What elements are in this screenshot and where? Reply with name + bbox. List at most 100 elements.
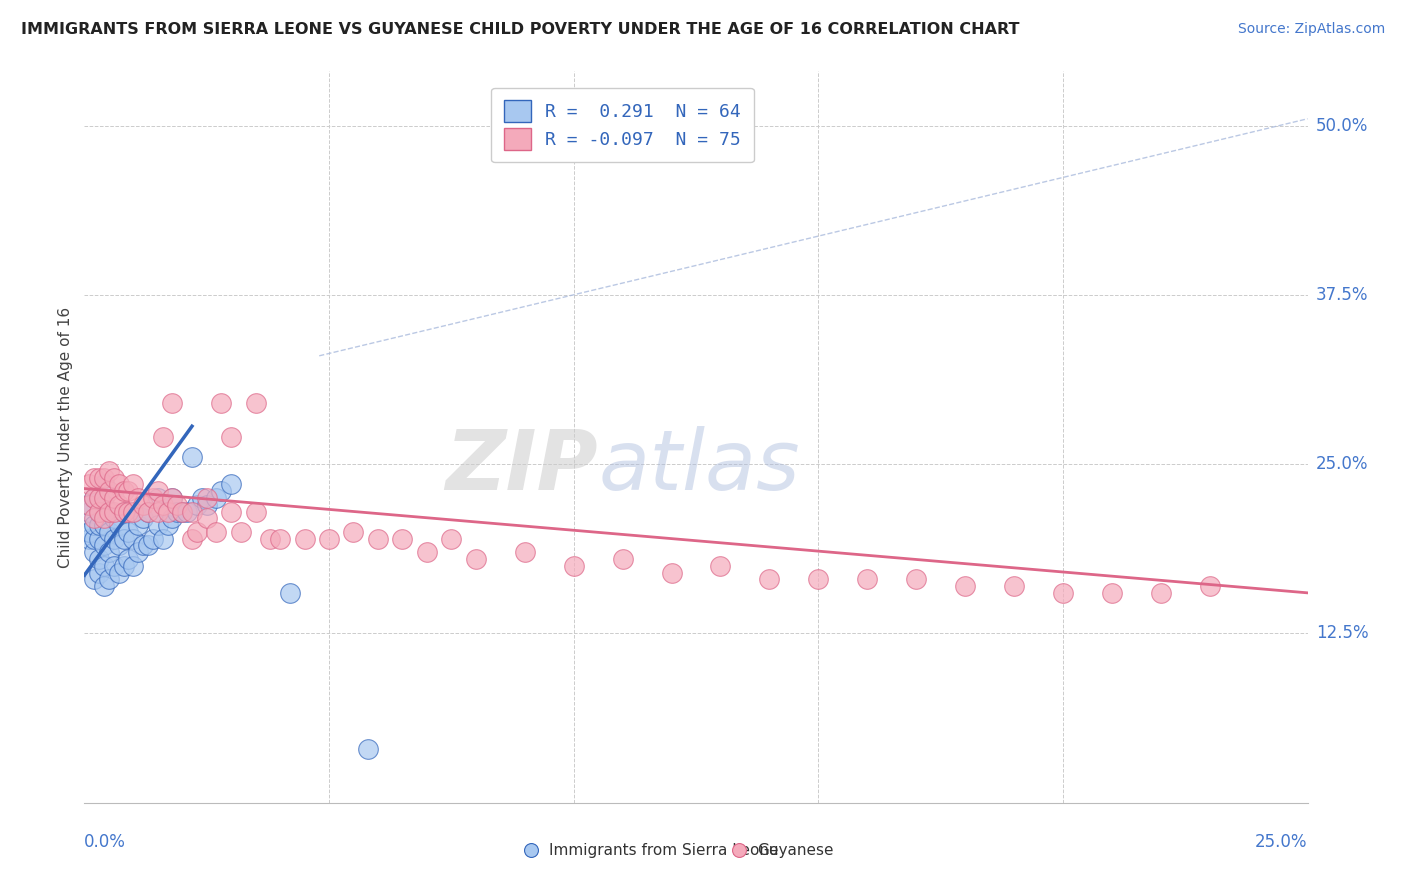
Point <box>77 498 100 512</box>
Point <box>142 532 165 546</box>
Point <box>97 545 120 559</box>
Point <box>87 471 110 485</box>
Point <box>245 505 267 519</box>
Text: 37.5%: 37.5% <box>1316 285 1368 304</box>
Point <box>117 505 139 519</box>
Point <box>132 538 155 552</box>
Point <box>97 484 120 499</box>
Point <box>132 511 155 525</box>
Point <box>172 505 194 519</box>
Point <box>83 491 105 505</box>
Point <box>107 566 129 580</box>
Point <box>103 532 125 546</box>
Point <box>856 572 879 586</box>
Point <box>93 558 115 573</box>
Point <box>107 538 129 552</box>
Point <box>127 545 149 559</box>
Point <box>219 430 242 444</box>
Point <box>83 491 105 505</box>
Point <box>107 477 129 491</box>
Point <box>87 505 110 519</box>
Point <box>146 518 169 533</box>
Point <box>97 505 120 519</box>
Point <box>209 396 232 410</box>
Point <box>181 532 204 546</box>
Point <box>122 558 145 573</box>
Point <box>513 545 536 559</box>
Point <box>83 572 105 586</box>
Point <box>97 572 120 586</box>
Point <box>87 552 110 566</box>
Point <box>77 498 100 512</box>
Point <box>103 511 125 525</box>
Point <box>367 532 389 546</box>
Point <box>709 558 731 573</box>
Point <box>807 572 830 586</box>
Point <box>259 532 281 546</box>
Point <box>205 524 228 539</box>
Point <box>136 505 159 519</box>
Point <box>562 558 585 573</box>
Point <box>905 572 928 586</box>
Point <box>87 566 110 580</box>
Point <box>186 524 208 539</box>
Point <box>136 538 159 552</box>
Point <box>77 477 100 491</box>
Point <box>93 491 115 505</box>
Point <box>172 505 194 519</box>
Point <box>156 518 179 533</box>
Point <box>103 491 125 505</box>
Point <box>152 430 174 444</box>
Text: ZIP: ZIP <box>446 425 598 507</box>
Point <box>1150 586 1173 600</box>
Point <box>87 491 110 505</box>
Point <box>87 532 110 546</box>
Point <box>146 491 169 505</box>
Point <box>162 491 184 505</box>
Point <box>93 518 115 533</box>
Point <box>87 505 110 519</box>
Y-axis label: Child Poverty Under the Age of 16: Child Poverty Under the Age of 16 <box>58 307 73 567</box>
Point <box>195 491 218 505</box>
Point <box>77 532 100 546</box>
Point <box>97 524 120 539</box>
Point <box>181 450 204 465</box>
Point <box>117 524 139 539</box>
Point <box>93 538 115 552</box>
Text: atlas: atlas <box>598 425 800 507</box>
Point <box>142 491 165 505</box>
Point <box>112 484 135 499</box>
Point <box>83 545 105 559</box>
Point <box>357 741 380 756</box>
Point <box>661 566 683 580</box>
Point <box>1052 586 1074 600</box>
Point <box>122 505 145 519</box>
Point <box>1002 579 1025 593</box>
Point <box>93 471 115 485</box>
Point <box>1101 586 1123 600</box>
Text: Source: ZipAtlas.com: Source: ZipAtlas.com <box>1237 22 1385 37</box>
Point <box>93 511 115 525</box>
Point <box>107 498 129 512</box>
Text: 25.0%: 25.0% <box>1256 833 1308 851</box>
Point <box>245 396 267 410</box>
Point <box>152 498 174 512</box>
Legend: R =  0.291  N = 64, R = -0.097  N = 75: R = 0.291 N = 64, R = -0.097 N = 75 <box>491 87 754 162</box>
Point <box>87 518 110 533</box>
Point <box>87 491 110 505</box>
Point <box>229 524 252 539</box>
Point <box>181 505 204 519</box>
Point <box>132 498 155 512</box>
Point <box>342 524 364 539</box>
Point <box>391 532 413 546</box>
Point <box>127 518 149 533</box>
Point <box>205 491 228 505</box>
Point <box>209 484 232 499</box>
Point <box>136 505 159 519</box>
Point <box>219 505 242 519</box>
Point <box>146 505 169 519</box>
Text: 0.0%: 0.0% <box>84 833 127 851</box>
Point <box>440 532 463 546</box>
Point <box>278 586 301 600</box>
Point <box>195 511 218 525</box>
